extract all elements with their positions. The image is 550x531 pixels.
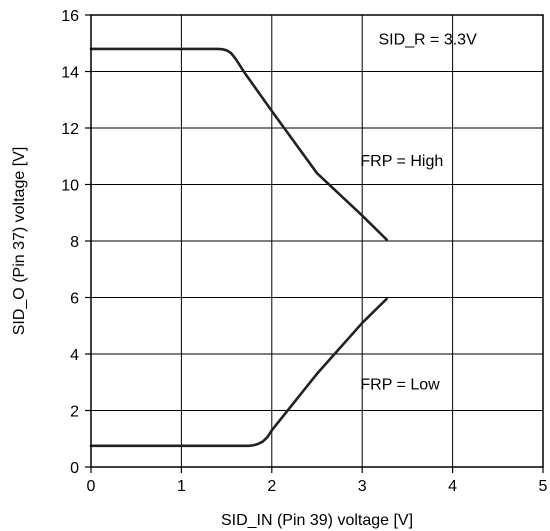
annotation-frp-high: FRP = High (360, 153, 443, 170)
series-line-frp-high (89, 47, 388, 241)
y-tick-label: 0 (70, 460, 79, 477)
x-tick-label: 3 (358, 478, 367, 495)
x-axis-label: SID_IN (Pin 39) voltage [V] (221, 512, 413, 529)
annotation-frp-low: FRP = Low (360, 376, 440, 393)
plot-frame (90, 14, 544, 468)
y-tick-label: 10 (61, 178, 79, 195)
series-lines (89, 47, 388, 448)
grid-lines (85, 14, 544, 473)
y-axis-label: SID_O (Pin 37) voltage [V] (11, 147, 28, 336)
y-tick-label: 14 (61, 65, 79, 82)
y-tick-labels: 0 2 4 6 8 10 12 14 16 (61, 8, 79, 477)
annotation-sid-r: SID_R = 3.3V (378, 32, 477, 49)
y-tick-label: 4 (70, 347, 79, 364)
y-tick-label: 2 (70, 404, 79, 421)
x-tick-label: 4 (448, 478, 457, 495)
x-tick-label: 5 (539, 478, 548, 495)
series-line-frp-low (89, 297, 388, 448)
y-tick-label: 8 (70, 234, 79, 251)
x-tick-label: 0 (87, 478, 96, 495)
y-tick-label: 6 (70, 291, 79, 308)
x-tick-labels: 0 1 2 3 4 5 (87, 478, 548, 495)
y-tick-label: 12 (61, 121, 79, 138)
x-tick-label: 1 (177, 478, 186, 495)
y-tick-label: 16 (61, 8, 79, 25)
x-tick-label: 2 (267, 478, 276, 495)
